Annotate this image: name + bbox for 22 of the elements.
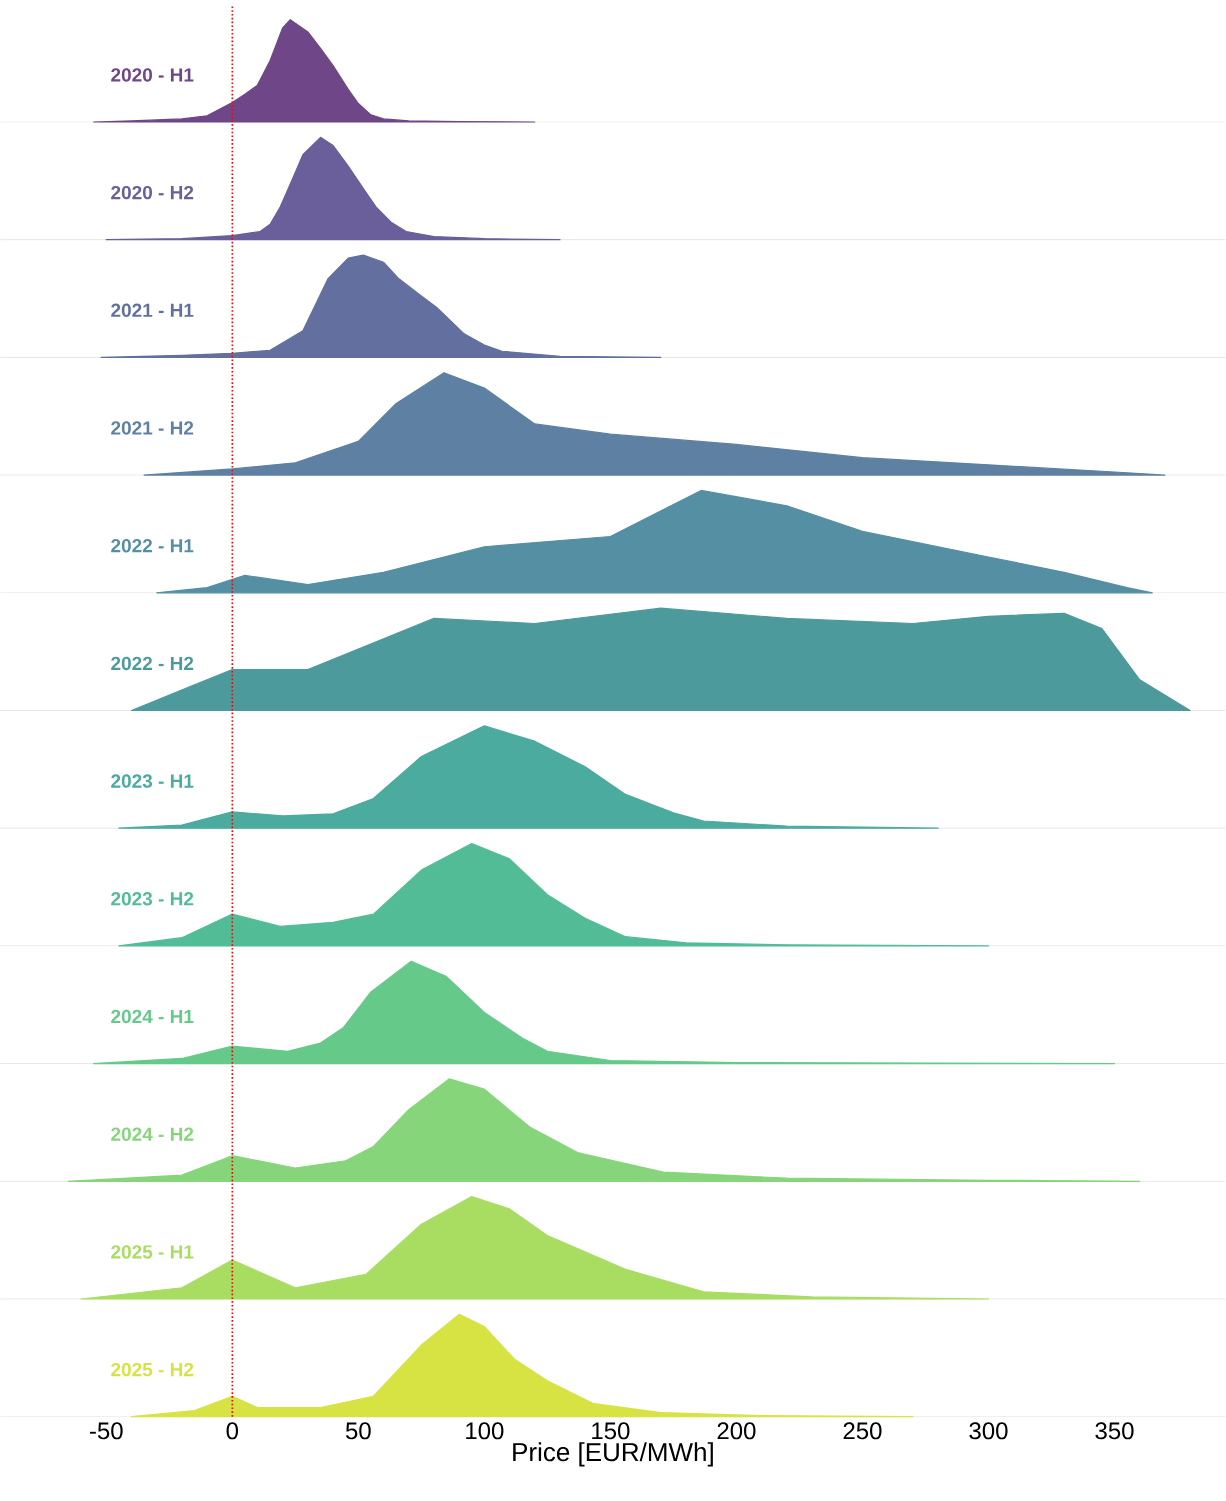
series-label: 2022 - H2 <box>111 656 194 671</box>
series-label: 2021 - H2 <box>111 421 194 435</box>
series-label: 2020 - H1 <box>111 68 194 82</box>
series-label: 2024 - H1 <box>111 1009 194 1024</box>
x-tick-label: 50 <box>346 1422 371 1440</box>
x-tick-label: 350 <box>1095 1422 1134 1440</box>
series-label: 2025 - H2 <box>111 1362 194 1377</box>
series-label: 2023 - H2 <box>111 892 194 906</box>
x-axis-title: Price [EUR/MWh] <box>513 1442 713 1467</box>
series-label: 2025 - H1 <box>111 1245 194 1259</box>
x-tick-label: -50 <box>90 1422 123 1440</box>
series-label: 2024 - H2 <box>111 1127 194 1141</box>
x-tick-label: 0 <box>226 1422 239 1440</box>
series-label: 2022 - H1 <box>111 538 194 553</box>
text: 2020 - H2 <box>111 185 194 200</box>
x-tick-label: 100 <box>466 1422 504 1440</box>
x-tick-label: 150 <box>592 1422 630 1440</box>
series-label: 2023 - H1 <box>111 774 194 788</box>
series-label: 2021 - H1 <box>111 303 194 318</box>
x-tick-label: 200 <box>717 1422 756 1440</box>
x-tick-label: 250 <box>843 1422 882 1440</box>
x-tick-label: 300 <box>969 1422 1008 1440</box>
